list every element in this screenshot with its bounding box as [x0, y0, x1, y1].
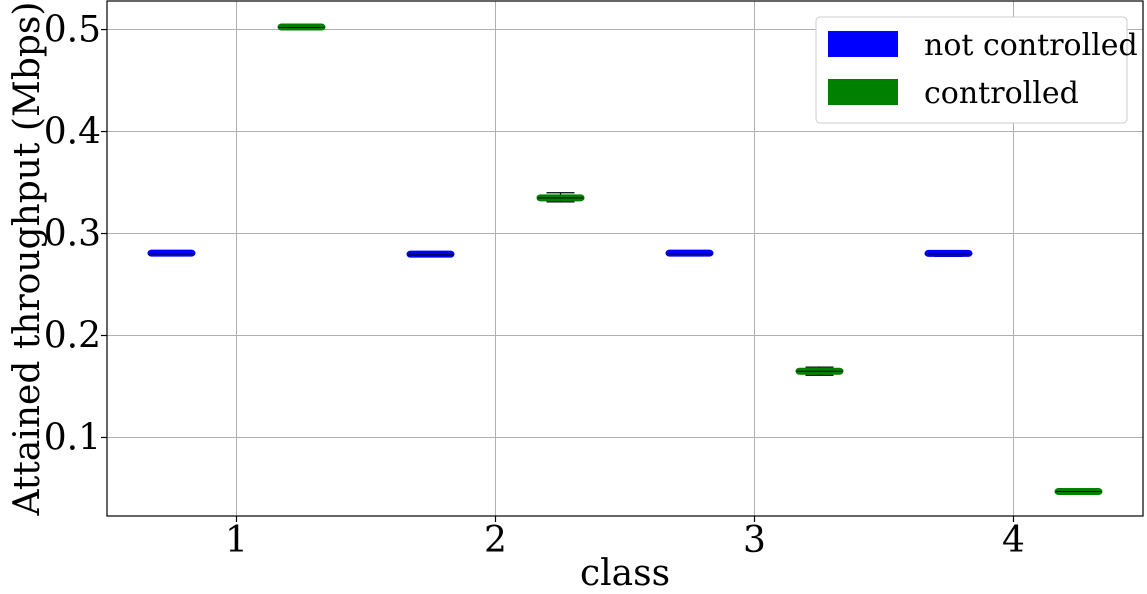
plot-frame: [106, 0, 1144, 517]
y-axis-label: Attained throughput (Mbps): [7, 2, 48, 517]
x-tick-label-1: 1: [225, 520, 248, 561]
box-not-controlled-class-2: [406, 250, 455, 258]
box-not-controlled-class-3: [665, 249, 714, 257]
legend-swatch-not-controlled: [828, 31, 898, 57]
x-tick-label-3: 3: [743, 520, 766, 561]
box-body: [277, 23, 326, 31]
box-not-controlled-class-4: [924, 249, 973, 258]
box-controlled-class-3: [795, 366, 844, 376]
box-not-controlled-class-1: [147, 249, 196, 257]
y-tick-label-0.3: 0.3: [44, 214, 101, 255]
x-tick-label-4: 4: [1002, 520, 1025, 561]
y-tick-label-0.4: 0.4: [44, 112, 101, 153]
legend: not controlled controlled: [815, 16, 1138, 124]
y-tick-label-0.2: 0.2: [44, 315, 101, 356]
box-controlled-class-1: [277, 23, 326, 31]
x-tick-label-2: 2: [484, 520, 507, 561]
box-body: [665, 249, 714, 257]
box-series: [147, 23, 1103, 496]
y-tick-label-0.1: 0.1: [44, 417, 101, 458]
box-body: [924, 249, 973, 257]
y-axis-ticks: 0.1 0.2 0.3 0.4 0.5: [44, 10, 107, 458]
legend-label-controlled: controlled: [924, 76, 1079, 111]
box-body: [147, 249, 196, 257]
legend-swatch-controlled: [828, 79, 898, 105]
box-body: [406, 250, 455, 258]
x-axis-ticks: 1 2 3 4: [225, 516, 1025, 561]
x-axis-label: class: [580, 553, 670, 594]
box-controlled-class-2: [536, 192, 585, 203]
y-tick-label-0.5: 0.5: [44, 10, 101, 51]
box-controlled-class-4: [1054, 488, 1103, 496]
legend-label-not-controlled: not controlled: [924, 28, 1138, 63]
